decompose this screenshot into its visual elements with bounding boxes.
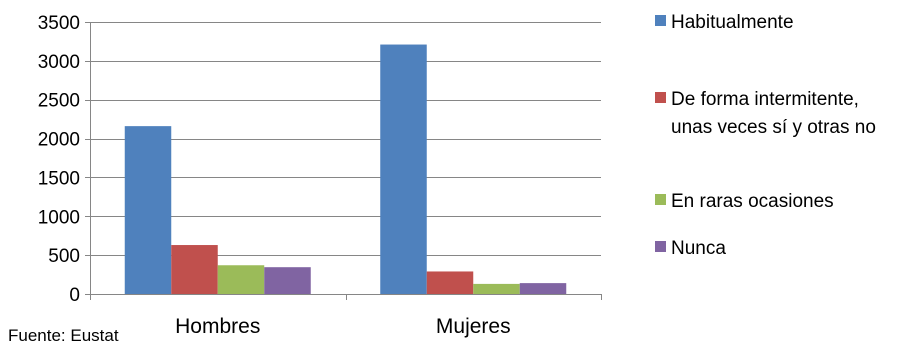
bar — [171, 245, 218, 294]
category-label: Hombres — [175, 315, 260, 338]
legend-label: De forma intermitente, — [671, 89, 859, 110]
bar — [380, 44, 427, 295]
bar — [519, 283, 567, 294]
legend-swatch — [655, 92, 666, 103]
bar — [217, 265, 265, 294]
legend-label: Habitualmente — [671, 12, 794, 33]
legend: Habitualmente De forma intermitente, unas … — [655, 12, 876, 259]
y-tick-label: 500 — [48, 246, 80, 267]
bar — [426, 271, 474, 294]
bar — [473, 283, 520, 294]
category-labels: Hombres Mujeres — [175, 315, 510, 338]
legend-swatch — [655, 241, 666, 252]
y-tick-label: 2500 — [38, 91, 80, 112]
legend-swatch — [655, 194, 666, 205]
y-tick-label: 0 — [69, 285, 80, 306]
y-axis-tick-labels: 0 500 1000 1500 2000 2500 3000 3500 — [38, 13, 80, 306]
y-tick-label: 3000 — [38, 52, 80, 73]
legend-swatch — [655, 15, 666, 26]
source-note: Fuente: Eustat — [8, 326, 119, 345]
legend-label: En raras ocasiones — [671, 191, 834, 212]
gridlines — [90, 22, 601, 256]
category-label: Mujeres — [436, 315, 511, 338]
y-tick-label: 3500 — [38, 13, 80, 34]
y-tick-label: 2000 — [38, 130, 80, 151]
y-tick-label: 1000 — [38, 207, 80, 228]
bars — [124, 44, 567, 295]
legend-label: Nunca — [671, 238, 726, 259]
bar — [124, 126, 172, 294]
legend-label: unas veces sí y otras no — [671, 117, 876, 138]
axes — [85, 22, 602, 300]
bar — [264, 267, 311, 294]
y-tick-label: 1500 — [38, 168, 80, 189]
